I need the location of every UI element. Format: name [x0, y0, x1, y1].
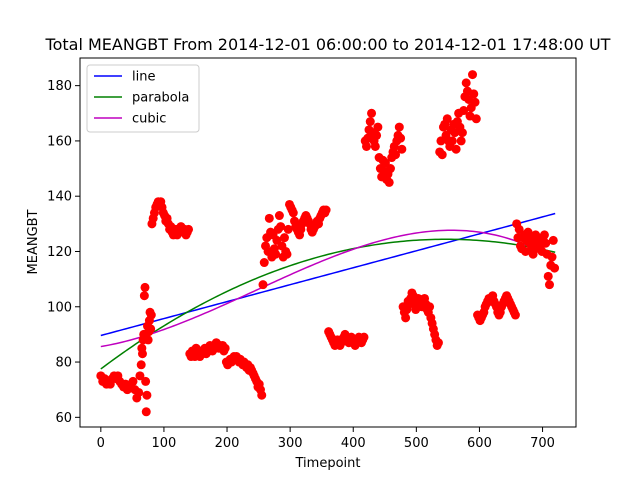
x-tick-label: 700 — [530, 436, 555, 451]
scatter-points — [96, 70, 560, 417]
scatter-point — [394, 122, 404, 132]
scatter-point — [510, 310, 520, 320]
scatter-point — [372, 130, 382, 140]
scatter-point — [384, 177, 394, 187]
scatter-point — [396, 133, 406, 143]
scatter-point — [142, 390, 152, 400]
scatter-point — [528, 249, 538, 259]
y-axis-label: MEANGBT — [26, 209, 41, 274]
scatter-point — [135, 371, 145, 381]
scatter-point — [539, 230, 549, 240]
scatter-point — [259, 258, 269, 268]
scatter-point — [391, 150, 401, 160]
scatter-point — [136, 360, 146, 370]
scatter-point — [365, 117, 375, 127]
legend-label-cubic: cubic — [132, 112, 166, 127]
x-axis-label: Timepoint — [295, 456, 361, 471]
legend-label-parabola: parabola — [132, 91, 189, 106]
scatter-point — [543, 271, 553, 281]
scatter-point — [184, 224, 194, 234]
scatter-point — [276, 222, 286, 232]
scatter-point — [550, 263, 560, 273]
scatter-point — [146, 324, 156, 334]
scatter-point — [321, 205, 331, 215]
scatter-point — [139, 291, 149, 301]
scatter-point — [547, 252, 557, 262]
scatter-point — [385, 164, 395, 174]
fit-line-parabola — [100, 238, 556, 370]
y-tick-label: 100 — [47, 300, 72, 315]
legend-box — [86, 64, 200, 133]
scatter-point — [470, 97, 480, 107]
legend: line parabola cubic — [86, 64, 200, 133]
scatter-point — [397, 144, 407, 154]
scatter-point — [451, 144, 461, 154]
scatter-point — [425, 302, 435, 312]
scatter-point — [220, 343, 230, 353]
scatter-point — [544, 280, 554, 290]
plot-frame — [79, 57, 577, 428]
fit-lines — [100, 212, 556, 370]
x-tick-label: 0 — [97, 436, 105, 451]
scatter-point — [282, 249, 292, 259]
scatter-point — [134, 387, 144, 397]
legend-label-line: line — [132, 70, 155, 85]
scatter-point — [146, 310, 156, 320]
y-tick-label: 60 — [55, 411, 72, 426]
scatter-point — [274, 211, 284, 221]
scatter-point — [541, 238, 551, 248]
scatter-point — [468, 70, 478, 80]
scatter-point — [471, 114, 481, 124]
x-tick-label: 500 — [404, 436, 429, 451]
x-axis-ticks: 0 100 200 300 400 500 600 700 — [97, 427, 555, 451]
fit-line-cubic — [100, 229, 556, 348]
x-tick-label: 200 — [215, 436, 240, 451]
scatter-point — [433, 338, 443, 348]
scatter-point — [373, 122, 383, 132]
x-tick-label: 600 — [467, 436, 492, 451]
scatter-point — [271, 249, 281, 259]
scatter-point — [141, 376, 151, 386]
scatter-point — [442, 114, 452, 124]
scatter-point — [257, 390, 267, 400]
scatter-point — [437, 150, 447, 160]
y-tick-label: 140 — [47, 190, 72, 205]
x-tick-label: 400 — [341, 436, 366, 451]
x-tick-label: 100 — [152, 436, 177, 451]
scatter-point — [140, 282, 150, 292]
scatter-point — [401, 313, 411, 323]
y-axis-ticks: 60 80 100 120 140 160 180 — [47, 79, 80, 426]
scatter-point — [137, 349, 147, 359]
scatter-point — [548, 235, 558, 245]
scatter-point — [367, 108, 377, 118]
scatter-point — [469, 89, 479, 99]
scatter-point — [283, 224, 293, 234]
scatter-point — [361, 141, 371, 151]
scatter-point — [141, 407, 151, 417]
x-tick-label: 300 — [278, 436, 303, 451]
scatter-point — [279, 233, 289, 243]
scatter-point — [143, 335, 153, 345]
scatter-point — [461, 78, 471, 88]
scatter-point — [456, 136, 466, 146]
scatter-point — [359, 332, 369, 342]
scatter-point — [288, 208, 298, 218]
y-tick-label: 180 — [47, 79, 72, 94]
scatter-point — [457, 128, 467, 138]
chart-title: Total MEANGBT From 2014-12-01 06:00:00 t… — [45, 35, 611, 54]
scatter-point — [459, 106, 469, 116]
scatter-point — [258, 280, 268, 290]
fit-line-line — [100, 212, 556, 337]
scatter-point — [370, 141, 380, 151]
scatter-point — [128, 376, 138, 386]
y-tick-label: 160 — [47, 134, 72, 149]
y-tick-label: 80 — [55, 356, 72, 371]
y-tick-label: 120 — [47, 245, 72, 260]
scatter-point — [447, 136, 457, 146]
scatter-point — [264, 213, 274, 223]
